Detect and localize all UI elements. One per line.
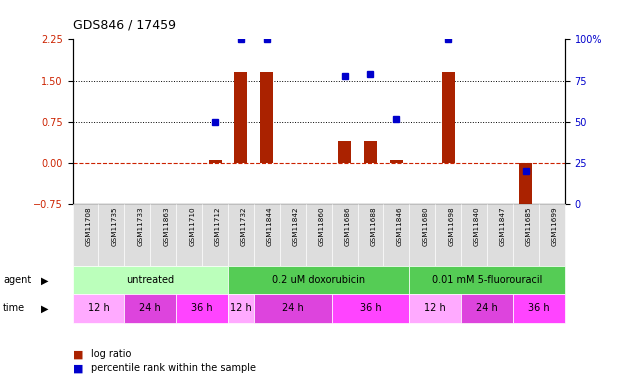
Text: GSM11840: GSM11840 (474, 206, 480, 246)
Text: GSM11844: GSM11844 (267, 206, 273, 246)
Bar (364, 141, 377, 163)
Text: ▶: ▶ (41, 275, 49, 285)
Text: ▶: ▶ (41, 303, 49, 313)
Text: 24 h: 24 h (476, 303, 498, 313)
Bar (442, 72, 455, 163)
Text: GSM11735: GSM11735 (112, 206, 117, 246)
Bar (519, 163, 533, 210)
Text: GSM11712: GSM11712 (215, 206, 221, 246)
Text: GSM11708: GSM11708 (86, 206, 91, 246)
Text: GSM11732: GSM11732 (241, 206, 247, 246)
Text: 36 h: 36 h (191, 303, 213, 313)
Text: untreated: untreated (126, 275, 174, 285)
Text: 36 h: 36 h (360, 303, 381, 313)
Text: GSM11710: GSM11710 (189, 206, 195, 246)
Text: 12 h: 12 h (88, 303, 109, 313)
Text: percentile rank within the sample: percentile rank within the sample (91, 363, 256, 373)
Text: GDS846 / 17459: GDS846 / 17459 (73, 19, 175, 32)
Text: GSM11686: GSM11686 (345, 206, 351, 246)
Text: GSM11680: GSM11680 (422, 206, 428, 246)
Text: 12 h: 12 h (230, 303, 252, 313)
Text: 0.2 uM doxorubicin: 0.2 uM doxorubicin (272, 275, 365, 285)
Text: 24 h: 24 h (282, 303, 304, 313)
Text: GSM11860: GSM11860 (319, 206, 325, 246)
Text: GSM11846: GSM11846 (396, 206, 403, 246)
Text: log ratio: log ratio (91, 350, 132, 359)
Bar (209, 160, 221, 163)
Text: ■: ■ (73, 350, 83, 359)
Text: time: time (3, 303, 25, 313)
Text: GSM11698: GSM11698 (448, 206, 454, 246)
Bar (390, 160, 403, 163)
Text: GSM11863: GSM11863 (163, 206, 169, 246)
Text: GSM11688: GSM11688 (370, 206, 377, 246)
Text: ■: ■ (73, 363, 83, 373)
Bar (235, 72, 247, 163)
Text: GSM11699: GSM11699 (551, 206, 558, 246)
Text: 12 h: 12 h (425, 303, 446, 313)
Text: 24 h: 24 h (139, 303, 161, 313)
Bar (338, 141, 351, 163)
Text: agent: agent (3, 275, 32, 285)
Text: GSM11685: GSM11685 (526, 206, 532, 246)
Text: GSM11733: GSM11733 (138, 206, 143, 246)
Text: 36 h: 36 h (528, 303, 550, 313)
Bar (261, 72, 273, 163)
Text: GSM11847: GSM11847 (500, 206, 506, 246)
Text: 0.01 mM 5-fluorouracil: 0.01 mM 5-fluorouracil (432, 275, 542, 285)
Text: GSM11842: GSM11842 (293, 206, 298, 246)
